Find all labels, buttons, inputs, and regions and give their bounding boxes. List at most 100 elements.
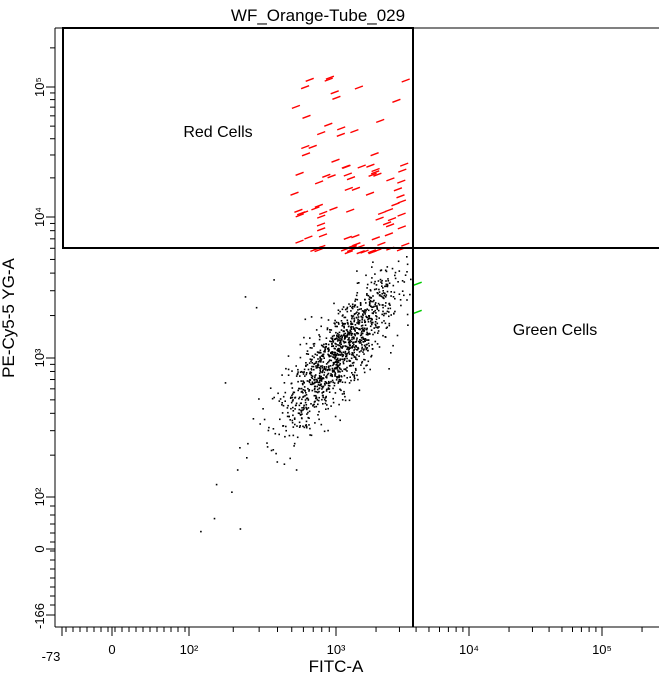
event-dot xyxy=(339,342,341,344)
event-dot xyxy=(383,294,386,297)
event-dot xyxy=(374,309,376,312)
event-dot xyxy=(384,292,386,295)
event-dot xyxy=(361,336,364,339)
event-dot xyxy=(388,311,390,313)
event-dot xyxy=(346,310,349,313)
event-dot xyxy=(410,278,412,281)
event-dot xyxy=(326,404,328,406)
event-dot xyxy=(302,373,305,375)
event-dot xyxy=(361,316,364,319)
event-dot xyxy=(370,322,373,324)
event-dot xyxy=(316,385,318,388)
event-dot xyxy=(344,308,347,311)
red-cell-event xyxy=(308,144,317,149)
event-dot xyxy=(350,328,353,330)
event-dot xyxy=(322,403,324,405)
event-dot xyxy=(351,336,353,339)
event-dot xyxy=(313,394,316,397)
event-dot xyxy=(331,345,333,348)
event-dot xyxy=(354,300,356,302)
event-dot xyxy=(327,382,330,385)
event-dot xyxy=(363,329,365,331)
red-cell-event xyxy=(370,170,380,175)
event-dot xyxy=(368,315,370,317)
event-dot xyxy=(339,367,341,370)
event-dot xyxy=(336,325,338,328)
red-cell-event xyxy=(316,214,326,219)
event-dot xyxy=(309,379,311,381)
event-dot xyxy=(350,379,352,382)
event-dot xyxy=(340,389,342,392)
event-dot xyxy=(385,294,388,296)
event-dot xyxy=(310,434,313,437)
event-dot xyxy=(399,299,402,301)
event-dot xyxy=(366,328,368,331)
event-dot xyxy=(375,315,377,317)
event-dot xyxy=(333,382,336,384)
event-dot xyxy=(353,351,355,354)
event-dot xyxy=(335,337,338,340)
event-dot xyxy=(385,283,388,286)
event-dot xyxy=(358,342,361,344)
event-dot xyxy=(338,370,340,372)
event-dot xyxy=(341,355,344,358)
event-dot xyxy=(295,402,298,405)
event-dot xyxy=(337,366,339,368)
event-dot xyxy=(320,423,323,426)
event-dot xyxy=(361,310,364,312)
event-dot xyxy=(378,326,380,328)
event-dot xyxy=(349,344,352,346)
event-dot xyxy=(328,349,330,351)
event-dot xyxy=(343,322,345,325)
event-dot xyxy=(373,311,375,313)
event-dot xyxy=(317,358,319,360)
y-tick-label-0: 0 xyxy=(32,545,47,552)
event-dot xyxy=(301,398,303,401)
event-dot xyxy=(370,281,373,284)
event-dot xyxy=(291,400,294,402)
event-dot xyxy=(350,340,353,343)
event-dot xyxy=(355,332,358,334)
event-dot xyxy=(298,421,301,424)
event-dot xyxy=(337,376,339,378)
event-dot xyxy=(317,391,319,394)
event-dot xyxy=(353,379,356,382)
event-dot xyxy=(327,353,329,356)
event-dot xyxy=(364,340,366,342)
event-dot xyxy=(304,394,306,397)
event-dot xyxy=(329,365,332,367)
event-dot xyxy=(378,317,380,319)
event-dot xyxy=(299,371,302,373)
event-dot xyxy=(325,363,328,365)
event-dot xyxy=(336,334,338,337)
event-dot xyxy=(282,425,285,427)
event-dot xyxy=(319,377,322,380)
event-dot xyxy=(347,341,350,344)
event-dot xyxy=(327,319,330,321)
event-dot xyxy=(364,309,366,311)
event-dot xyxy=(302,396,304,398)
event-dot xyxy=(401,280,404,282)
event-dot xyxy=(341,381,344,383)
event-dot xyxy=(406,271,408,273)
event-dot xyxy=(363,327,366,330)
event-dot xyxy=(275,452,277,455)
event-dot xyxy=(371,343,373,346)
event-dot xyxy=(376,306,378,309)
event-dot xyxy=(348,336,350,339)
event-dot xyxy=(347,323,349,325)
gate-red-cells[interactable] xyxy=(62,27,414,249)
event-dot xyxy=(361,344,363,346)
event-dot xyxy=(356,348,358,351)
event-dot xyxy=(338,351,341,353)
event-dot xyxy=(305,426,308,429)
event-dot xyxy=(328,380,330,383)
event-dot xyxy=(303,404,305,407)
event-dot xyxy=(334,351,337,354)
event-dot xyxy=(290,401,293,404)
event-dot xyxy=(342,361,345,363)
event-dot xyxy=(304,401,307,404)
event-dot xyxy=(382,310,384,313)
event-dot xyxy=(331,337,334,340)
